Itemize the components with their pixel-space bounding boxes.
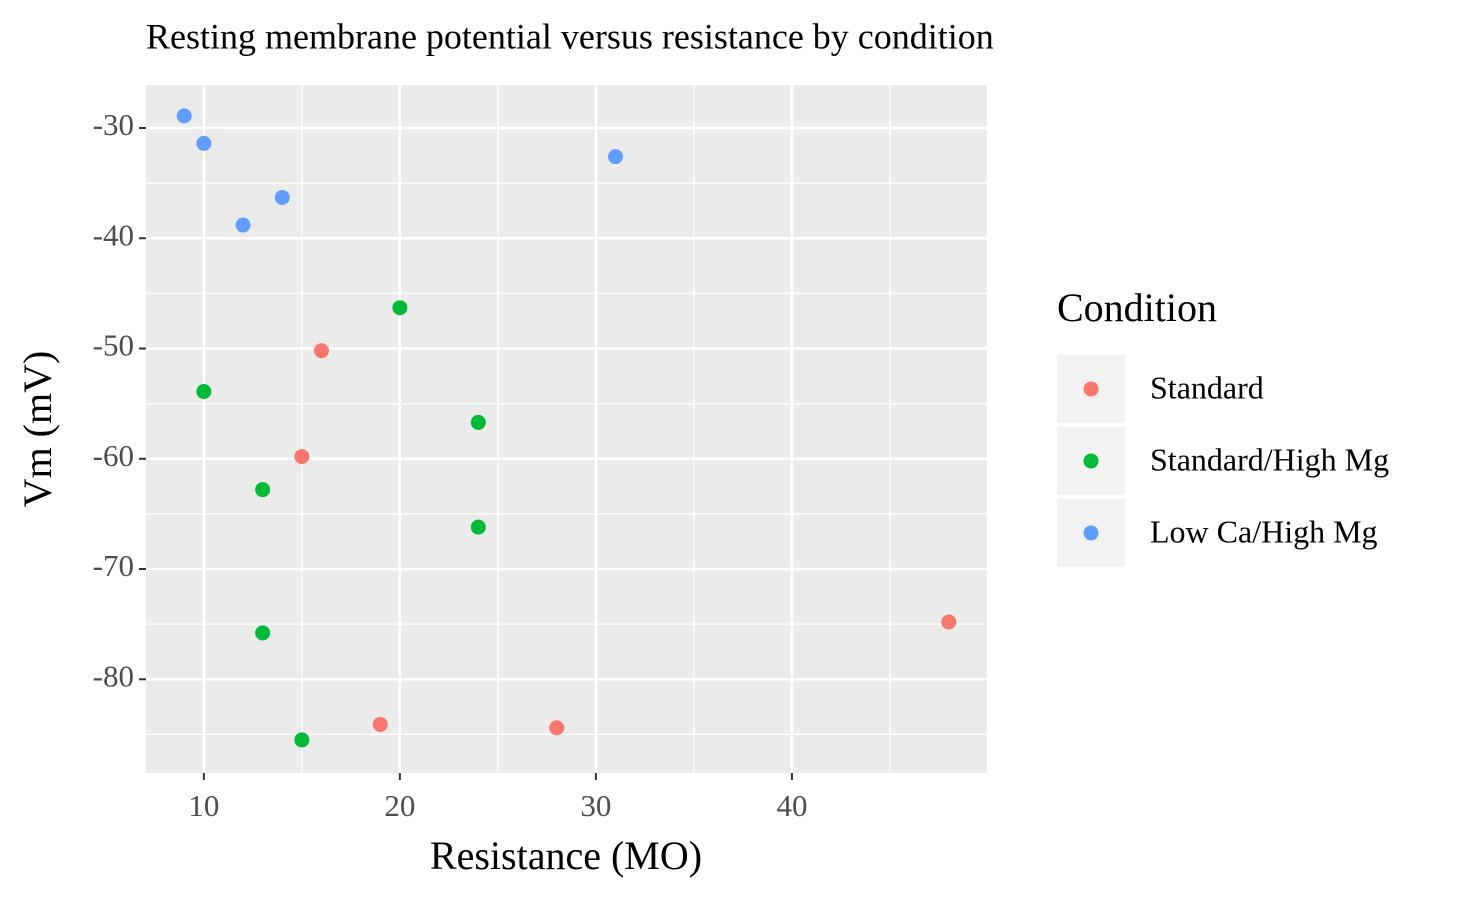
panel xyxy=(146,85,987,773)
y-tick-label: -80 xyxy=(93,658,134,693)
point xyxy=(196,384,212,400)
point xyxy=(235,217,251,233)
point xyxy=(313,343,329,359)
y-tick-label: -40 xyxy=(93,217,134,252)
point xyxy=(392,300,408,316)
x-tick-label: 30 xyxy=(580,788,611,823)
legend-label: Standard/High Mg xyxy=(1150,441,1389,477)
point xyxy=(294,732,310,748)
point xyxy=(470,519,486,535)
x-tick-label: 40 xyxy=(776,788,807,823)
point xyxy=(549,720,565,736)
point xyxy=(176,108,192,124)
point xyxy=(608,149,624,165)
legend-marker xyxy=(1083,453,1099,469)
point xyxy=(470,414,486,430)
y-tick-label: -50 xyxy=(93,328,134,363)
chart-title: Resting membrane potential versus resist… xyxy=(146,16,994,56)
legend-label: Standard xyxy=(1150,369,1264,405)
y-tick-label: -70 xyxy=(93,548,134,583)
point xyxy=(372,716,388,732)
legend-marker xyxy=(1083,525,1099,541)
point xyxy=(255,482,271,498)
legend-label: Low Ca/High Mg xyxy=(1150,513,1378,549)
y-tick-label: -60 xyxy=(93,438,134,473)
y-axis-title: Vm (mV) xyxy=(15,351,60,508)
point xyxy=(274,189,290,205)
legend-title: Condition xyxy=(1057,285,1217,330)
x-axis-title: Resistance (MO) xyxy=(430,833,702,878)
point xyxy=(255,625,271,641)
point xyxy=(294,449,310,465)
legend-marker xyxy=(1083,381,1099,397)
x-tick-label: 20 xyxy=(384,788,415,823)
point xyxy=(941,614,957,630)
y-tick-label: -30 xyxy=(93,107,134,142)
point xyxy=(196,135,212,151)
x-tick-label: 10 xyxy=(188,788,219,823)
